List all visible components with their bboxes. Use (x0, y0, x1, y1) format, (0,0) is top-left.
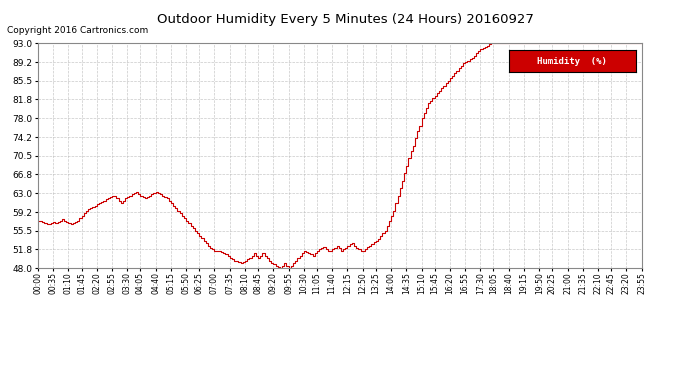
Text: Copyright 2016 Cartronics.com: Copyright 2016 Cartronics.com (7, 26, 148, 35)
Text: Outdoor Humidity Every 5 Minutes (24 Hours) 20160927: Outdoor Humidity Every 5 Minutes (24 Hou… (157, 13, 533, 26)
